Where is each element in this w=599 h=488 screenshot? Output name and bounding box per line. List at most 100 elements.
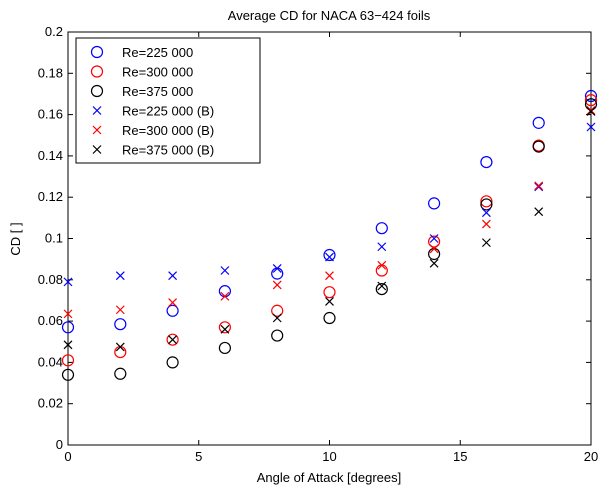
data-point (532, 139, 545, 152)
y-tick-label: 0.2 (45, 24, 63, 39)
legend-label: Re=375 000 (B) (122, 143, 214, 158)
data-point (114, 367, 127, 380)
data-point (480, 198, 493, 211)
x-tick-label: 10 (322, 449, 336, 464)
data-point (534, 182, 544, 192)
series-5 (63, 106, 596, 319)
data-point (429, 258, 439, 268)
legend-marker (90, 84, 104, 98)
legend-label: Re=300 000 (B) (122, 123, 214, 138)
data-point (586, 107, 596, 116)
data-point (61, 354, 75, 367)
data-point (168, 298, 178, 307)
data-point (166, 333, 179, 346)
chart-title: Average CD for NACA 63−424 foils (228, 8, 431, 23)
data-point (272, 264, 282, 273)
data-point (114, 345, 127, 359)
data-point (377, 242, 387, 252)
data-point (375, 264, 388, 277)
data-point (428, 235, 441, 248)
data-point (375, 222, 388, 235)
data-point (429, 244, 439, 254)
data-point (584, 89, 598, 103)
data-point (63, 277, 73, 287)
data-point (377, 260, 387, 270)
data-point (325, 297, 334, 306)
x-tick-label: 15 (453, 449, 467, 464)
y-tick-label: 0.16 (38, 107, 63, 122)
data-point (532, 116, 545, 129)
y-tick-label: 0.02 (38, 396, 63, 411)
data-point (271, 304, 284, 317)
plot-area: 0 5 10 15 20 0 0.02 0.04 0.06 0.08 0.1 0.12 0.14 0.16… (38, 24, 599, 464)
data-point (220, 291, 230, 301)
data-point (481, 219, 491, 229)
data-point (586, 106, 596, 115)
data-point (271, 329, 284, 342)
data-point (584, 94, 598, 107)
data-point (375, 282, 388, 296)
data-point (325, 252, 334, 262)
data-point (63, 340, 73, 350)
data-point (61, 368, 75, 381)
data-point (428, 197, 441, 210)
legend-label: Re=225 000 (B) (122, 104, 214, 119)
data-point (272, 280, 282, 290)
legend-frame (75, 37, 261, 164)
x-tick-label: 20 (584, 449, 598, 464)
data-point (323, 311, 336, 325)
data-point (271, 267, 284, 280)
data-point (480, 195, 493, 208)
data-point (325, 271, 334, 281)
data-point (168, 271, 178, 281)
x-tick-label: 5 (195, 449, 202, 464)
legend-marker (90, 45, 104, 59)
legend: Re=225 000 Re=300 000 Re=375 000 Re=225 000… (75, 37, 261, 164)
data-point (377, 281, 387, 291)
y-tick-label: 0.08 (38, 272, 63, 287)
data-point (115, 271, 125, 281)
legend-label: Re=300 000 (122, 65, 193, 80)
data-point (428, 247, 441, 261)
data-point (220, 266, 230, 275)
data-point (218, 321, 231, 334)
data-point (218, 341, 231, 355)
legend-label: Re=225 000 (122, 45, 193, 60)
data-point (166, 304, 179, 317)
series-4 (63, 122, 596, 287)
x-tick-label: 0 (64, 449, 71, 464)
data-point (272, 313, 282, 323)
data-point (61, 321, 75, 334)
legend-marker (92, 106, 102, 115)
data-point (534, 207, 544, 217)
data-point (532, 140, 545, 153)
y-tick-label: 0.1 (45, 231, 63, 246)
y-tick-label: 0.18 (38, 65, 63, 80)
data-point (429, 234, 439, 243)
data-point (481, 208, 491, 218)
data-point (166, 356, 179, 369)
data-point (534, 181, 544, 191)
series-6 (63, 107, 596, 352)
data-point (220, 324, 230, 334)
data-point (218, 285, 231, 298)
data-point (114, 318, 127, 331)
data-point (115, 305, 125, 315)
y-tick-label: 0.06 (38, 313, 63, 328)
y-tick-label: 0.14 (38, 148, 63, 163)
legend-label: Re=375 000 (122, 84, 193, 99)
legend-marker (90, 65, 104, 78)
data-point (323, 286, 336, 299)
data-point (323, 248, 336, 262)
legend-marker (92, 125, 102, 135)
y-tick-label: 0 (56, 437, 63, 452)
data-point (480, 155, 493, 169)
data-point (586, 122, 596, 132)
data-point (63, 309, 73, 319)
y-tick-label: 0.12 (38, 189, 63, 204)
data-point (168, 335, 178, 345)
legend-marker (92, 145, 102, 154)
y-tick-label: 0.04 (38, 354, 63, 369)
